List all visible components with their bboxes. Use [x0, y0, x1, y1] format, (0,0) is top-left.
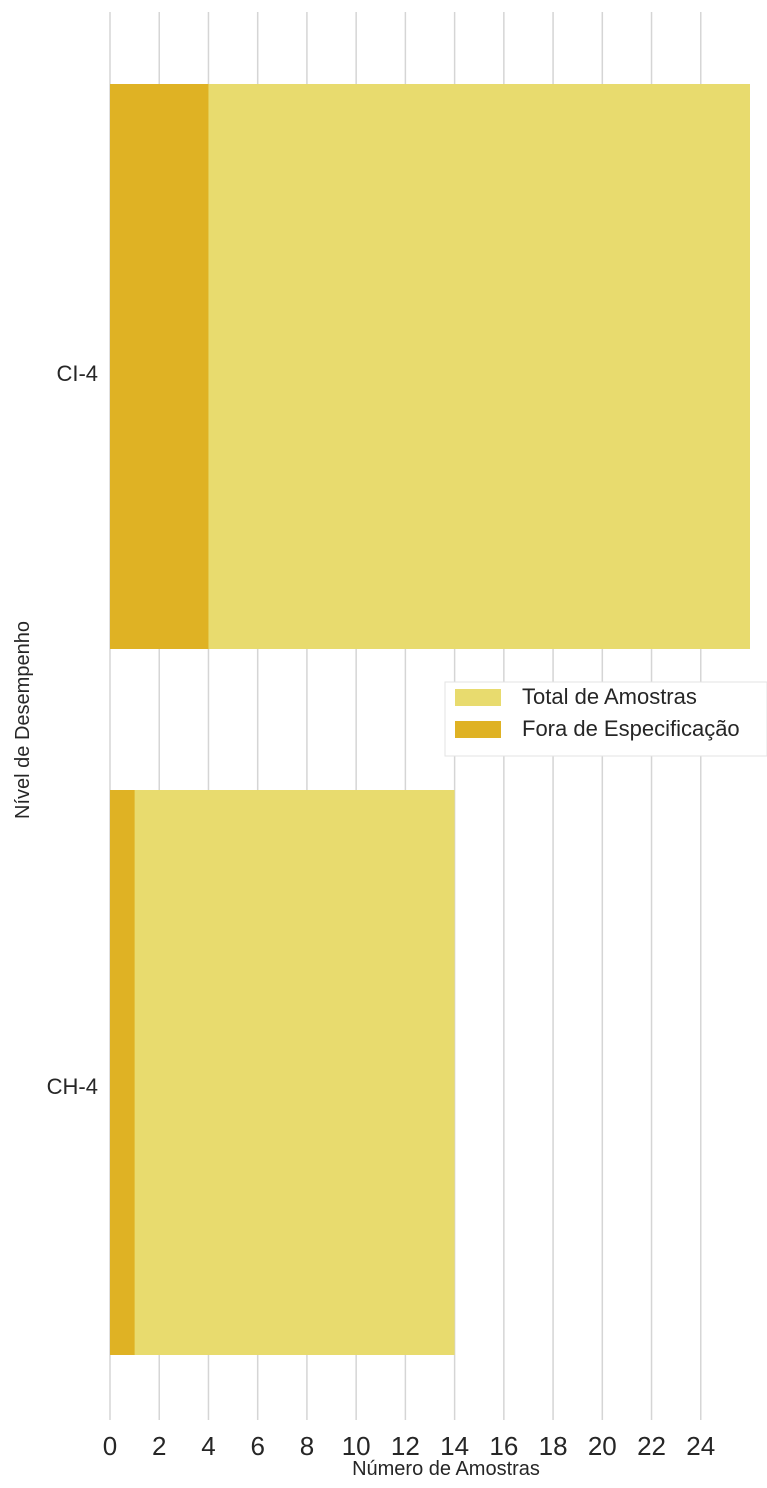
bar-total-ci-4 — [110, 84, 750, 649]
x-tick-label: 14 — [440, 1431, 469, 1461]
legend-label: Fora de Especificação — [522, 716, 740, 741]
y-category-labels: CH-4 CI-4 — [47, 361, 98, 1099]
y-category-label: CH-4 — [47, 1074, 98, 1099]
x-tick-label: 6 — [250, 1431, 264, 1461]
x-tick-label: 18 — [539, 1431, 568, 1461]
y-axis-label: Nível de Desempenho — [12, 621, 34, 819]
bars — [110, 84, 750, 1355]
x-axis-label: Número de Amostras — [352, 1458, 540, 1480]
x-tick-label: 4 — [201, 1431, 215, 1461]
x-tick-label: 24 — [686, 1431, 715, 1461]
x-tick-label: 0 — [103, 1431, 117, 1461]
x-tick-label: 16 — [489, 1431, 518, 1461]
x-tick-label: 12 — [391, 1431, 420, 1461]
x-tick-label: 10 — [342, 1431, 371, 1461]
x-tick-label: 2 — [152, 1431, 166, 1461]
legend-label: Total de Amostras — [522, 684, 697, 709]
legend-swatch — [455, 721, 501, 738]
y-category-label: CI-4 — [56, 361, 98, 386]
x-tick-label: 22 — [637, 1431, 666, 1461]
legend: Total de Amostras Fora de Especificação — [444, 681, 767, 757]
x-tick-labels: 0 2 4 6 8 10 12 14 16 18 20 22 24 — [103, 1431, 715, 1461]
x-tick-label: 8 — [300, 1431, 314, 1461]
legend-swatch — [455, 689, 501, 706]
x-tick-label: 20 — [588, 1431, 617, 1461]
bar-fora-ch-4 — [110, 790, 135, 1355]
bar-fora-ci-4 — [110, 84, 209, 649]
bar-total-ch-4 — [110, 790, 455, 1355]
